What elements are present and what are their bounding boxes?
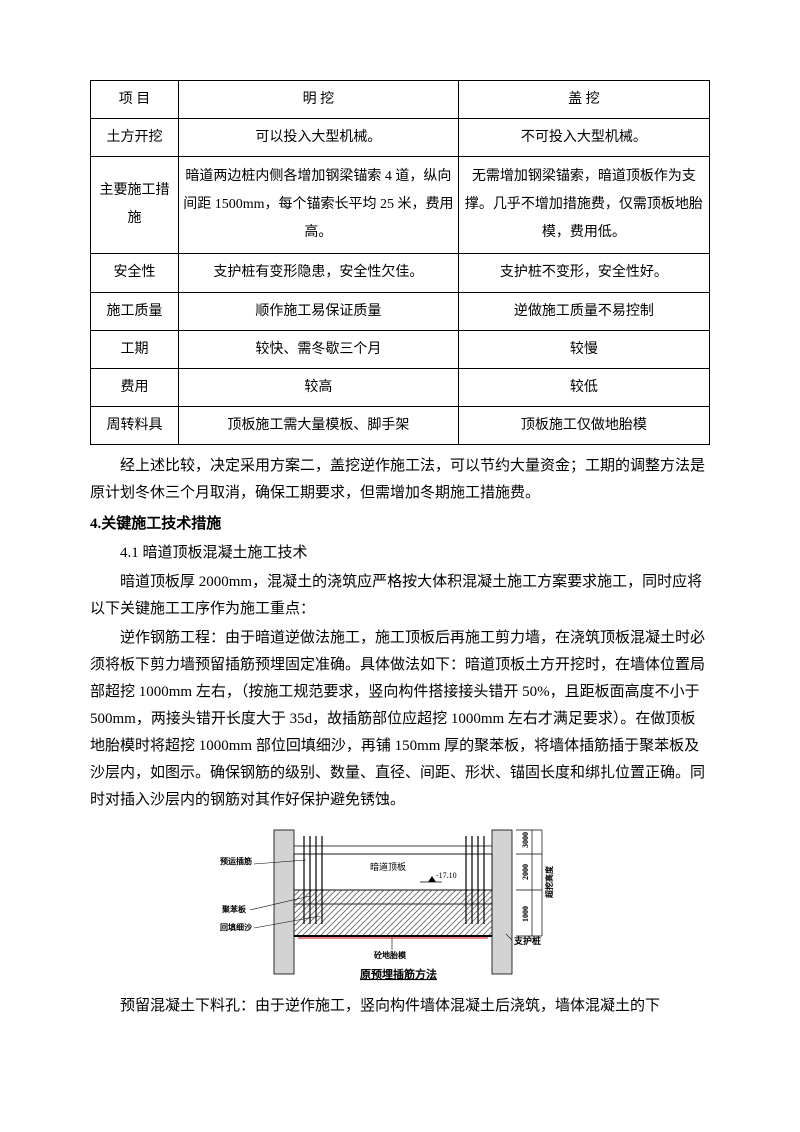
th-open-cut: 明 挖: [179, 81, 459, 119]
cell: 支护桩不变形，安全性好。: [458, 254, 709, 292]
svg-text:原预埋插筋方法: 原预埋插筋方法: [360, 967, 437, 981]
svg-text:2000: 2000: [521, 864, 530, 880]
cell: 较低: [458, 368, 709, 406]
cell: 费用: [91, 368, 179, 406]
table-row: 主要施工措施 暗道两边桩内侧各增加钢梁锚索 4 道，纵向间距 1500mm，每个…: [91, 157, 710, 254]
cell: 顶板施工需大量模板、脚手架: [179, 407, 459, 445]
cell: 支护桩有变形隐患，安全性欠佳。: [179, 254, 459, 292]
table-row: 工期 较快、需冬歇三个月 较慢: [91, 330, 710, 368]
cell: 较慢: [458, 330, 709, 368]
cell: 土方开挖: [91, 119, 179, 157]
comparison-table: 项 目 明 挖 盖 挖 土方开挖 可以投入大型机械。 不可投入大型机械。 主要施…: [90, 80, 710, 445]
table-row: 土方开挖 可以投入大型机械。 不可投入大型机械。: [91, 119, 710, 157]
body-paragraph: 逆作钢筋工程：由于暗道逆做法施工，施工顶板后再施工剪力墙，在浇筑顶板混凝土时必须…: [90, 625, 710, 814]
subsection-title: 4.1 暗道顶板混凝土施工技术: [90, 540, 710, 567]
cell: 暗道两边桩内侧各增加钢梁锚索 4 道，纵向间距 1500mm，每个锚索长平均 2…: [179, 157, 459, 254]
table-row: 周转料具 顶板施工需大量模板、脚手架 顶板施工仅做地胎模: [91, 407, 710, 445]
cell: 周转料具: [91, 407, 179, 445]
table-row: 费用 较高 较低: [91, 368, 710, 406]
svg-text:聚苯板: 聚苯板: [221, 904, 247, 914]
cell: 顺作施工易保证质量: [179, 292, 459, 330]
th-project: 项 目: [91, 81, 179, 119]
table-header-row: 项 目 明 挖 盖 挖: [91, 81, 710, 119]
svg-text:-17.10: -17.10: [436, 871, 457, 880]
cell: 不可投入大型机械。: [458, 119, 709, 157]
cell: 安全性: [91, 254, 179, 292]
svg-text:暗道顶板: 暗道顶板: [370, 861, 406, 872]
cell: 无需增加钢梁锚索，暗道顶板作为支撑。几乎不增加措施费，仅需顶板地胎模，费用低。: [458, 157, 709, 254]
summary-paragraph: 经上述比较，决定采用方案二，盖挖逆作施工法，可以节约大量资金；工期的调整方法是原…: [90, 453, 710, 507]
cell: 较快、需冬歇三个月: [179, 330, 459, 368]
svg-text:1000: 1000: [521, 906, 530, 922]
cell: 可以投入大型机械。: [179, 119, 459, 157]
cell: 主要施工措施: [91, 157, 179, 254]
body-paragraph: 暗道顶板厚 2000mm，混凝土的浇筑应严格按大体积混凝土施工方案要求施工，同时…: [90, 569, 710, 623]
svg-text:预运插筋: 预运插筋: [220, 856, 252, 866]
cell: 顶板施工仅做地胎模: [458, 407, 709, 445]
cell: 工期: [91, 330, 179, 368]
table-row: 安全性 支护桩有变形隐患，安全性欠佳。 支护桩不变形，安全性好。: [91, 254, 710, 292]
cell: 施工质量: [91, 292, 179, 330]
svg-text:砼地胎模: 砼地胎模: [374, 950, 407, 960]
svg-text:超挖高度: 超挖高度: [544, 865, 554, 899]
body-paragraph: 预留混凝土下料孔：由于逆作施工，竖向构件墙体混凝土后浇筑，墙体混凝土的下: [90, 993, 710, 1020]
svg-text:支护桩: 支护桩: [513, 935, 541, 946]
svg-text:3000: 3000: [521, 832, 530, 848]
th-cover-cut: 盖 挖: [458, 81, 709, 119]
table-row: 施工质量 顺作施工易保证质量 逆做施工质量不易控制: [91, 292, 710, 330]
section-title: 4.关键施工技术措施: [90, 511, 710, 538]
cell: 较高: [179, 368, 459, 406]
construction-diagram: -17.10 暗道顶板 预运插筋 聚苯板 回填细沙 砼地胎模 支护桩: [210, 824, 590, 989]
svg-text:回填细沙: 回填细沙: [220, 922, 252, 932]
cell: 逆做施工质量不易控制: [458, 292, 709, 330]
